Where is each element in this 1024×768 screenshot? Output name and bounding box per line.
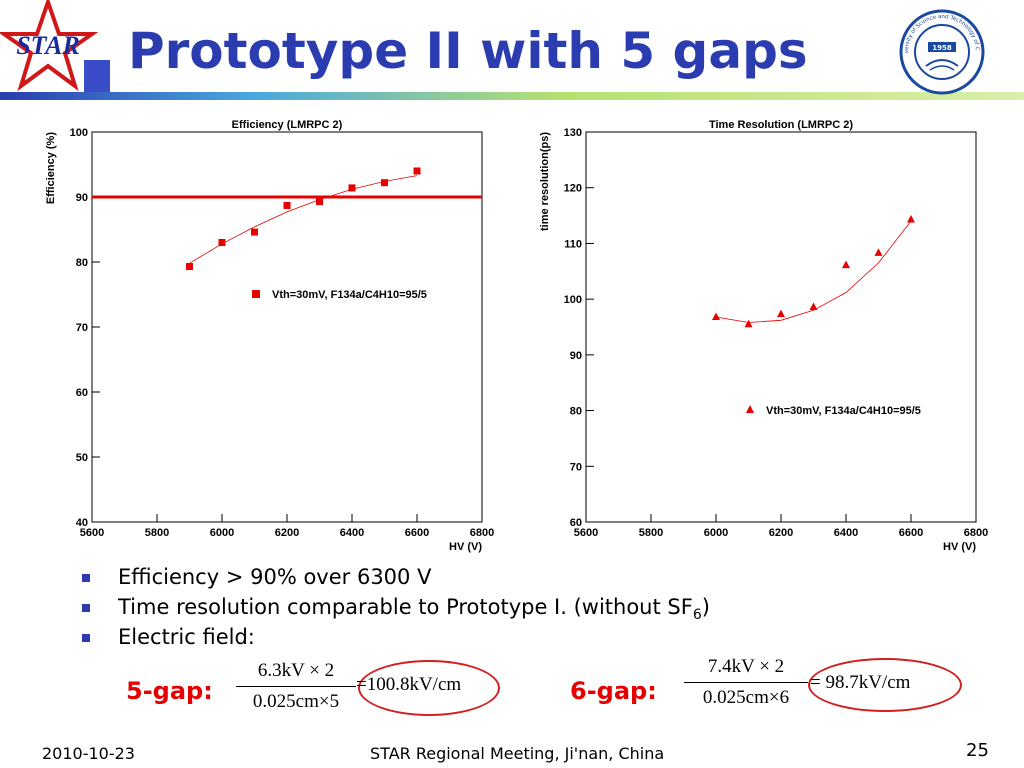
x-tick-label: 5800 — [639, 527, 663, 539]
y-tick-label: 130 — [564, 127, 582, 139]
y-axis-label: Efficiency (%) — [45, 132, 57, 204]
gap5-denominator: 0.025cm×5 — [252, 691, 340, 712]
data-point — [907, 214, 915, 223]
gap5-result: =100.8kV/cm — [356, 674, 462, 695]
legend-marker — [252, 290, 260, 298]
x-tick-label: 5800 — [145, 527, 169, 539]
bullet-time-resolution: Time resolution comparable to Prototype … — [82, 592, 710, 623]
page-title: Prototype II with 5 gaps — [128, 22, 808, 80]
y-tick-label: 100 — [70, 127, 88, 139]
y-tick-label: 90 — [76, 192, 88, 204]
y-tick-label: 80 — [76, 257, 88, 269]
data-point — [283, 201, 291, 209]
y-tick-label: 90 — [570, 350, 582, 362]
x-tick-label: 5600 — [574, 527, 598, 539]
gap5-fraction: 6.3kV × 2 0.025cm×5 — [236, 660, 356, 713]
efficiency-chart: Efficiency (LMRPC 2) 5600 5800 6000 6200 6400… — [45, 119, 494, 553]
y-tick-label: 60 — [570, 517, 582, 529]
bullet-efficiency: Efficiency > 90% over 6300 V — [82, 562, 710, 592]
gap6-denominator: 0.025cm×6 — [702, 687, 790, 708]
data-point — [842, 260, 850, 269]
y-tick-label: 70 — [76, 322, 88, 334]
bullet-square-icon — [82, 634, 90, 642]
x-tick-label: 6400 — [340, 527, 364, 539]
x-tick-label: 6600 — [899, 527, 923, 539]
legend-marker — [746, 405, 754, 413]
x-tick-label: 6600 — [405, 527, 429, 539]
x-tick-label: 5600 — [80, 527, 104, 539]
page-number: 25 — [966, 740, 989, 761]
gap5-result-circle — [358, 660, 500, 716]
footer-event: STAR Regional Meeting, Ji'nan, China — [370, 744, 665, 763]
footer-date: 2010-10-23 — [42, 744, 135, 763]
bullet-electric-field: Electric field: — [82, 622, 710, 652]
plot-frame — [585, 131, 977, 523]
data-point — [777, 309, 785, 318]
gap6-result: = 98.7kV/cm — [810, 672, 911, 693]
ustc-logo-year: 1958 — [932, 44, 952, 52]
data-point — [413, 167, 421, 175]
y-tick-label: 60 — [76, 387, 88, 399]
gap5-label: 5-gap: — [126, 677, 213, 705]
gap6-label: 6-gap: — [570, 677, 657, 705]
data-point — [874, 248, 883, 256]
chart-title: Efficiency (LMRPC 2) — [232, 119, 343, 131]
star-logo: STAR — [0, 0, 99, 92]
time-resolution-chart: Time Resolution (LMRPC 2) 5600 5800 6000 620… — [539, 119, 988, 553]
data-point — [316, 198, 323, 206]
y-tick-label: 40 — [76, 517, 88, 529]
x-tick-label: 6200 — [275, 527, 299, 539]
x-tick-label: 6800 — [470, 527, 494, 539]
gap5-fraction-line — [236, 686, 356, 687]
bullet-square-icon — [82, 574, 90, 582]
y-axis-label: time resolution(ps) — [539, 132, 551, 231]
x-tick-label: 6000 — [210, 527, 234, 539]
chart-title: Time Resolution (LMRPC 2) — [709, 119, 853, 131]
x-axis-label: HV (V) — [943, 541, 976, 553]
x-tick-label: 6400 — [834, 527, 858, 539]
x-tick-label: 6200 — [769, 527, 793, 539]
star-logo-text: STAR — [16, 31, 80, 60]
y-tick-label: 70 — [570, 461, 582, 473]
y-tick-label: 110 — [564, 238, 582, 250]
data-point — [348, 184, 356, 192]
x-axis-label: HV (V) — [449, 541, 482, 553]
y-tick-label: 80 — [570, 406, 582, 418]
y-tick-label: 120 — [564, 183, 582, 195]
legend-label: Vth=30mV, F134a/C4H10=95/5 — [272, 289, 427, 301]
data-point — [381, 179, 388, 187]
gap6-fraction: 7.4kV × 2 0.025cm×6 — [684, 656, 808, 709]
gap6-result-circle — [808, 658, 962, 712]
x-tick-label: 6800 — [964, 527, 988, 539]
data-point — [218, 239, 226, 246]
data-point — [186, 263, 193, 271]
data-point — [744, 319, 753, 328]
bullet-square-icon — [82, 604, 90, 612]
ustc-logo: University of Science and Technology of … — [898, 8, 985, 95]
fit-curve — [189, 175, 418, 264]
data-point — [251, 228, 258, 236]
gap5-numerator: 6.3kV × 2 — [257, 660, 335, 681]
title-divider — [0, 92, 1024, 100]
x-tick-label: 6000 — [704, 527, 728, 539]
y-tick-label: 100 — [564, 294, 582, 306]
gap6-fraction-line — [684, 682, 808, 683]
plot-frame — [91, 131, 483, 523]
y-tick-label: 50 — [76, 452, 88, 464]
gap6-numerator: 7.4kV × 2 — [707, 656, 785, 677]
legend-label: Vth=30mV, F134a/C4H10=95/5 — [766, 405, 921, 417]
bullet-list: Efficiency > 90% over 6300 V Time resolu… — [82, 562, 710, 652]
data-point — [809, 302, 818, 310]
data-point — [712, 312, 720, 320]
